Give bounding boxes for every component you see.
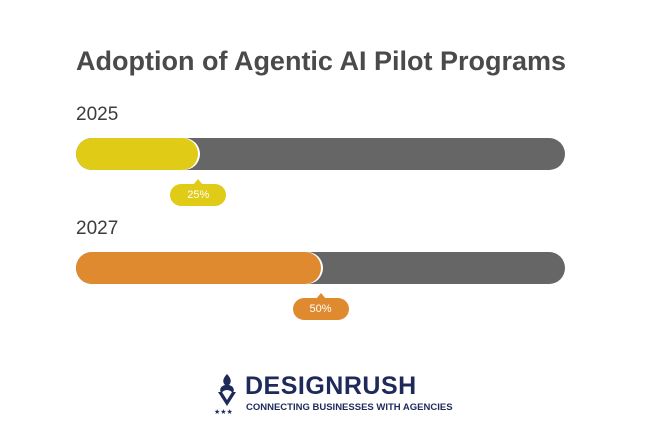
value-label-2027: 50% [292, 293, 349, 320]
bar-track-2025 [76, 138, 565, 170]
designrush-logo-icon: ★★★ [214, 374, 236, 416]
bar-fill-2027 [76, 252, 321, 284]
bar-fill-2025 [76, 138, 199, 170]
brand-name: DESIGNRUSH [245, 372, 417, 400]
bar-label-2027: 2027 [76, 218, 119, 239]
bar-label-2025: 2025 [76, 104, 119, 125]
chart-title: Adoption of Agentic AI Pilot Programs [76, 46, 566, 76]
bar-track-2027 [76, 252, 565, 284]
brand-tagline: CONNECTING BUSINESSES WITH AGENCIES [246, 402, 453, 413]
svg-text:★★★: ★★★ [214, 408, 233, 416]
value-label-2025: 25% [170, 179, 227, 206]
